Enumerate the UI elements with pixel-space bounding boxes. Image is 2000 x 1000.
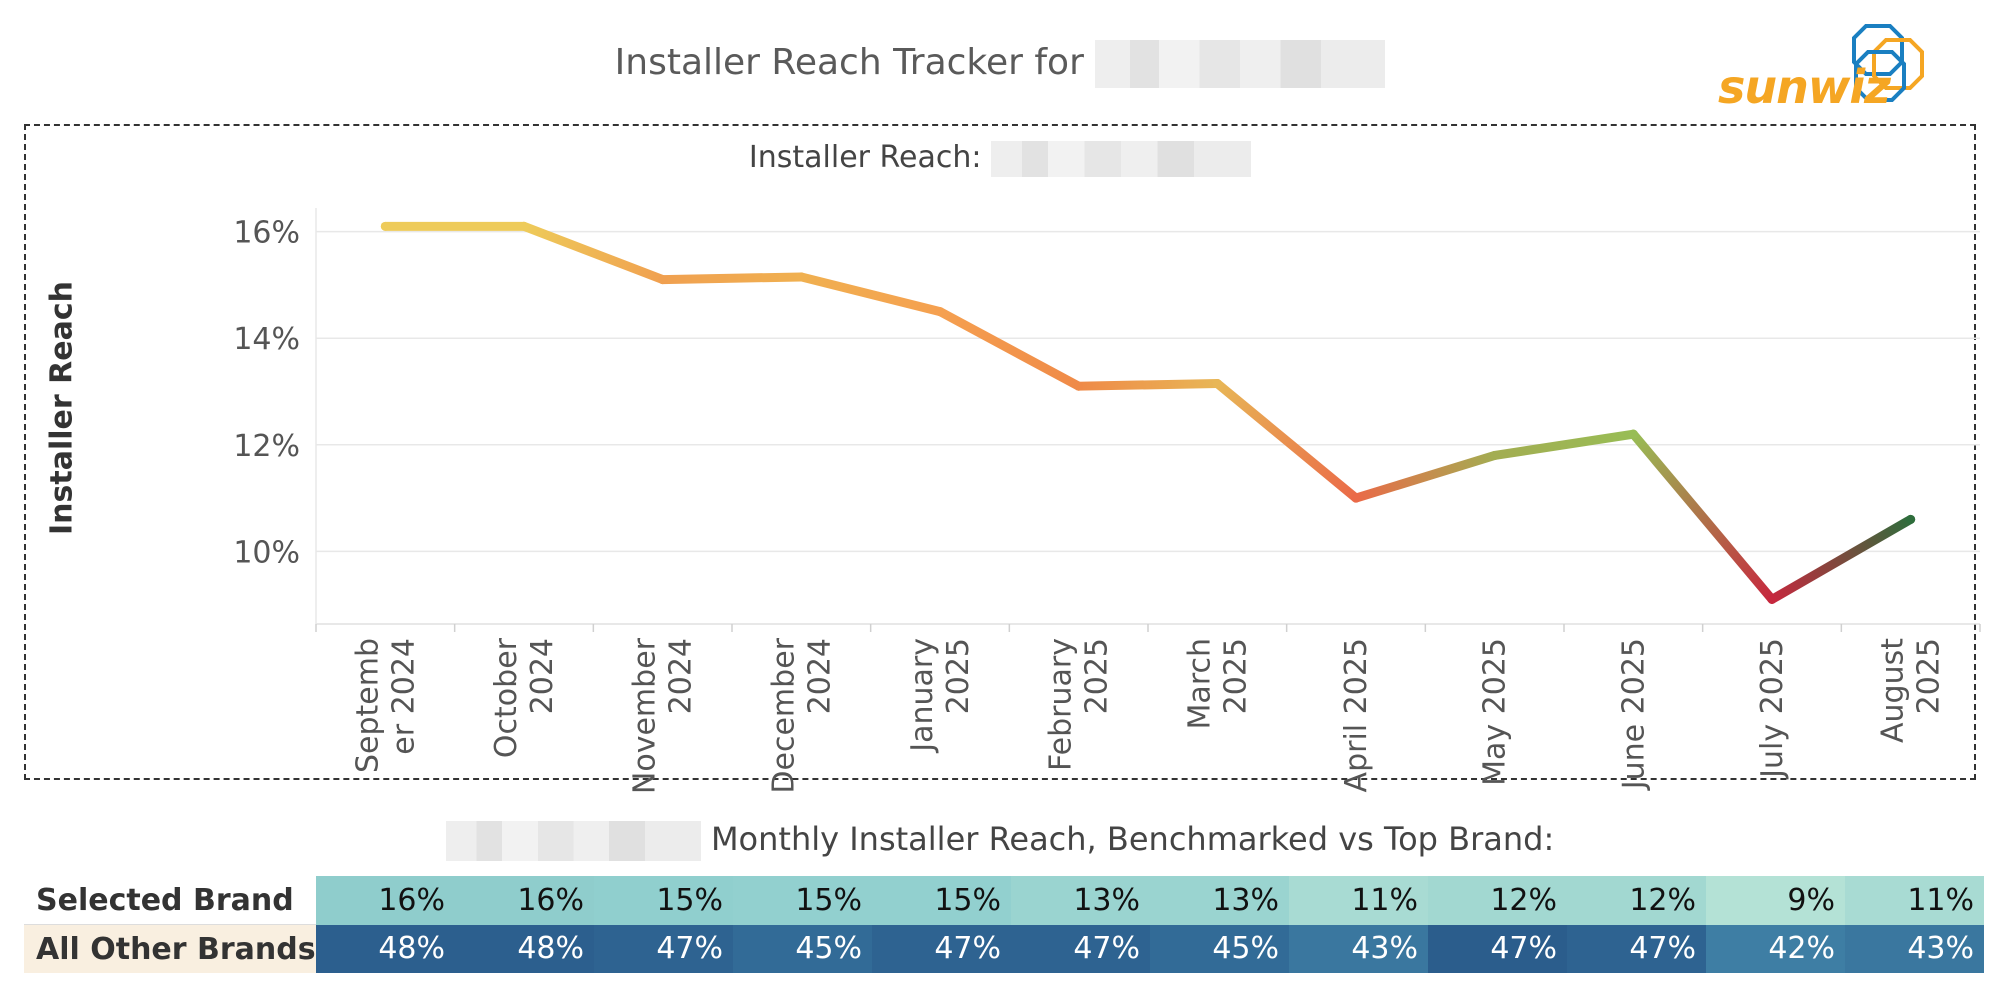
x-tick-label: 2024 [664, 638, 699, 714]
table-cell: 12% [1428, 876, 1567, 925]
table-cell: 16% [316, 876, 455, 925]
x-tick-label: 2025 [1912, 638, 1947, 714]
data-point[interactable] [935, 307, 945, 317]
table-cell: 45% [733, 924, 872, 973]
all-other-brands-row: All Other Brands 48% 48% 47% 45% 47% 47% 45% 43%… [24, 924, 1984, 973]
gridlines [316, 230, 1980, 553]
data-point[interactable] [1628, 429, 1638, 439]
benchmark-title: Monthly Installer Reach, Benchmarked vs … [0, 820, 2000, 861]
table-cell: 42% [1706, 924, 1845, 973]
data-point[interactable] [1906, 514, 1916, 524]
line-segment [1490, 429, 1638, 460]
x-tick-label: February [1044, 638, 1079, 771]
data-point[interactable] [1074, 381, 1084, 391]
sunwiz-logo: sunwiz [1718, 22, 1958, 114]
x-tick-label: June 2025 [1616, 638, 1651, 791]
table-cell: 48% [455, 924, 594, 973]
selected-brand-row: Selected Brand 16% 16% 15% 15% 15% 13% 13% 11% 12… [24, 876, 1984, 925]
axes [315, 208, 1981, 632]
dashboard-title-text: Installer Reach Tracker for [614, 42, 1084, 83]
x-tick-label: May 2025 [1478, 638, 1513, 786]
table-cell: 15% [733, 876, 872, 925]
x-tick-label: November [628, 637, 663, 794]
line-segment [1212, 379, 1361, 503]
table-cell: 15% [594, 876, 733, 925]
data-point[interactable] [380, 221, 390, 231]
dashboard-title: Installer Reach Tracker for [0, 40, 2000, 88]
table-cell: 43% [1845, 924, 1984, 973]
line-chart: 10%12%14%16%Septemb er 2024 October 2024 Nov… [233, 208, 1981, 794]
x-tick-label: Septemb [350, 638, 385, 773]
table-cell: 11% [1289, 876, 1428, 925]
x-tick-label: 2025 [941, 638, 976, 714]
x-tick-label: 2025 [1218, 638, 1253, 714]
table-cell: 15% [872, 876, 1011, 925]
benchmark-title-text: Monthly Installer Reach, Benchmarked vs … [710, 820, 1555, 858]
table-cell: 47% [1567, 924, 1706, 973]
data-point[interactable] [1490, 450, 1500, 460]
line-segment [658, 272, 806, 285]
y-tick-label: 14% [233, 322, 300, 357]
row-label: Selected Brand [24, 876, 316, 925]
data-point[interactable] [658, 275, 668, 285]
logo-text: sunwiz [1718, 60, 1891, 114]
line-segment [1767, 514, 1916, 604]
x-tick-label: December [766, 637, 801, 793]
data-point[interactable] [1212, 379, 1222, 389]
table-cell: 48% [316, 924, 455, 973]
x-tick-label: 2025 [1080, 638, 1115, 714]
data-point[interactable] [1767, 594, 1777, 604]
x-tick-label: August [1876, 638, 1911, 743]
table-cell: 47% [594, 924, 733, 973]
line-segment [1628, 429, 1777, 604]
table-cell: 12% [1567, 876, 1706, 925]
table-cell: 45% [1150, 924, 1289, 973]
x-tick-label: er 2024 [386, 638, 421, 755]
chart-title-text: Installer Reach: [748, 140, 982, 175]
y-tick-label: 16% [233, 216, 300, 251]
data-point[interactable] [796, 272, 806, 282]
line-segment [935, 307, 1084, 391]
tick-labels: 10%12%14%16%Septemb er 2024 October 2024 Nov… [233, 216, 1946, 794]
x-tick-label: July 2025 [1755, 638, 1790, 780]
x-tick-label: October [489, 637, 524, 758]
table-cell: 47% [1011, 924, 1150, 973]
table-cell: 13% [1011, 876, 1150, 925]
redacted-brand-name [1095, 40, 1386, 88]
line-segment [1074, 379, 1222, 391]
data-point[interactable] [1351, 493, 1361, 503]
series-line [380, 221, 1916, 604]
line-segment [519, 221, 668, 285]
table-cell: 47% [1428, 924, 1567, 973]
table-cell: 47% [872, 924, 1011, 973]
table-cell: 43% [1289, 924, 1428, 973]
x-tick-label: March [1182, 638, 1217, 729]
x-tick-label: April 2025 [1339, 638, 1374, 792]
chart-container [24, 124, 1976, 780]
line-segment [1351, 450, 1500, 503]
redacted-chart-brand [991, 140, 1252, 177]
y-tick-label: 12% [233, 429, 300, 464]
table-cell: 16% [455, 876, 594, 925]
line-segment [796, 272, 945, 317]
chart-title: Installer Reach: [0, 140, 2000, 177]
data-point[interactable] [519, 221, 529, 231]
table-cell: 13% [1150, 876, 1289, 925]
redacted-benchmark-brand [445, 821, 701, 861]
logo-mark-icon [1852, 24, 1924, 102]
benchmark-table: Selected Brand 16% 16% 15% 15% 15% 13% 13% 11% 12… [24, 876, 1984, 973]
y-tick-label: 10% [233, 535, 300, 570]
x-tick-label: January [905, 638, 940, 754]
row-label: All Other Brands [24, 924, 316, 973]
table-cell: 11% [1845, 876, 1984, 925]
x-tick-label: 2024 [525, 638, 560, 714]
x-tick-label: 2024 [802, 638, 837, 714]
table-cell: 9% [1706, 876, 1845, 925]
